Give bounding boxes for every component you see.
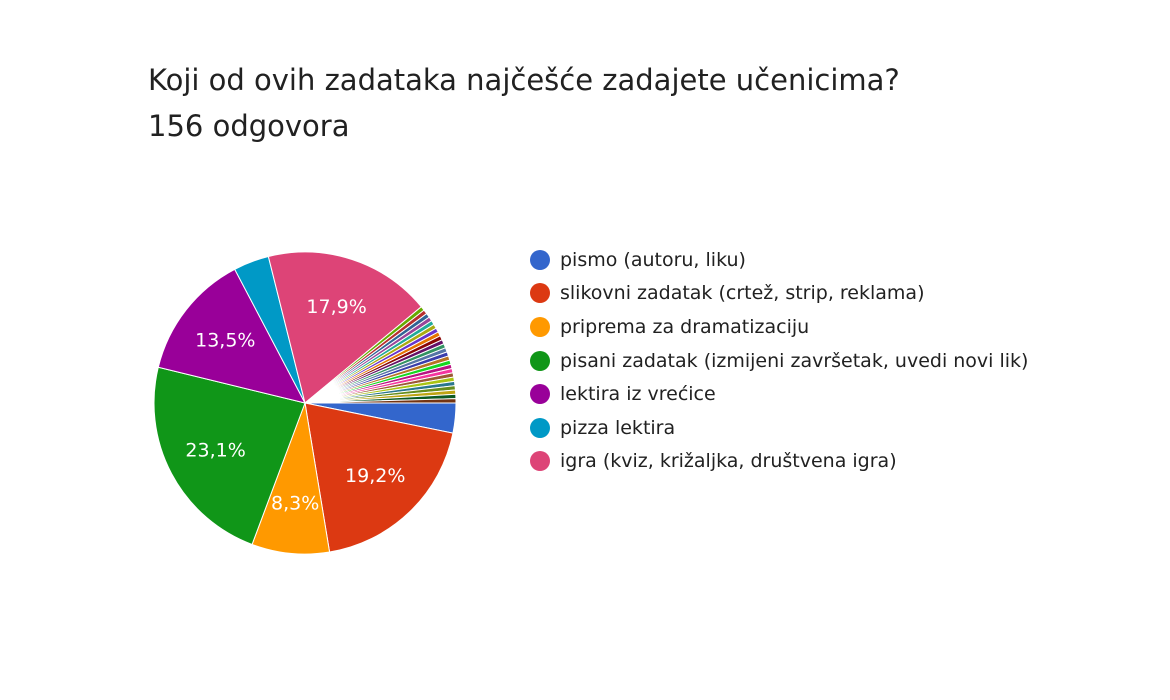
legend-item: slikovni zadatak (crtež, strip, reklama): [530, 277, 1028, 311]
legend-label: priprema za dramatizaciju: [560, 315, 810, 338]
legend-item: igra (kviz, križaljka, društvena igra): [530, 445, 1028, 479]
chart-title: Koji od ovih zadataka najčešće zadajete …: [148, 63, 900, 97]
legend-swatch: [530, 417, 550, 438]
legend-swatch: [530, 384, 550, 405]
pie-slice: [304, 402, 454, 553]
slice-percent-label: 23,1%: [185, 439, 245, 461]
legend-item: lektira iz vrećice: [530, 377, 1028, 411]
legend-label: pizza lektira: [560, 416, 676, 439]
slice-percent-label: 8,3%: [271, 493, 319, 515]
pie-slice: [157, 268, 306, 404]
legend-label: slikovni zadatak (crtež, strip, reklama): [560, 282, 925, 305]
legend-item: pisani zadatak (izmijeni završetak, uved…: [530, 344, 1028, 378]
slice-percent-label: 17,9%: [306, 296, 366, 318]
legend-swatch: [530, 350, 550, 371]
legend-label: pisani zadatak (izmijeni završetak, uved…: [560, 349, 1029, 372]
legend: pismo (autoru, liku) slikovni zadatak (cr…: [530, 243, 1028, 478]
legend-swatch: [530, 451, 550, 472]
response-count: 156 odgovora: [148, 109, 350, 143]
legend-swatch: [530, 283, 550, 304]
legend-item: priprema za dramatizaciju: [530, 310, 1028, 344]
legend-item: pizza lektira: [530, 411, 1028, 445]
legend-swatch: [530, 316, 550, 337]
slice-percent-label: 13,5%: [195, 330, 255, 352]
legend-label: igra (kviz, križaljka, društvena igra): [560, 450, 897, 473]
slice-percent-label: 19,2%: [345, 465, 405, 487]
legend-label: pismo (autoru, liku): [560, 248, 746, 271]
legend-label: lektira iz vrećice: [560, 383, 716, 406]
pie-chart: 19,2% 8,3% 23,1% 13,5% 17,9%: [153, 251, 457, 555]
pie-slice: [267, 251, 423, 404]
legend-item: pismo (autoru, liku): [530, 243, 1028, 277]
pie-slice-other: [304, 398, 457, 404]
pie-slice: [153, 366, 306, 546]
legend-swatch: [530, 249, 550, 270]
